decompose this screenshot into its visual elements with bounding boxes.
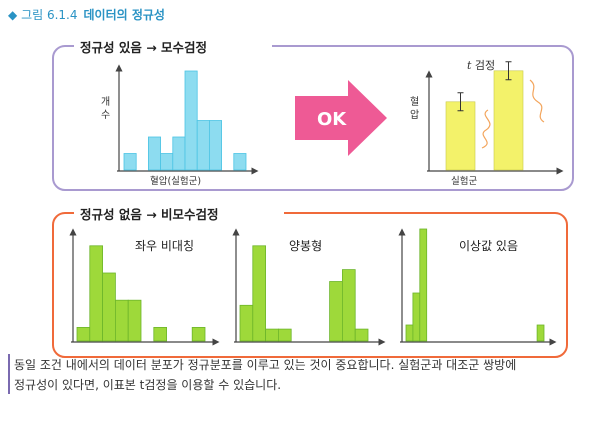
error-bar (505, 61, 512, 81)
caption-line-1: 동일 조건 내에서의 데이터 분포가 정규분포를 이루고 있는 것이 중요합니다… (14, 358, 517, 372)
bimodal-bar (341, 269, 356, 342)
outlier-bar (405, 324, 414, 342)
ok-arrow: OK (295, 80, 387, 156)
bimodal-bar (265, 328, 279, 342)
histogram-xlabel: 혈압(실험군) (150, 175, 201, 187)
t-test-bar (493, 70, 524, 171)
wavy-line-right (529, 79, 545, 123)
top-panel-heading: 정규성 있음 → 모수검정 (80, 40, 207, 55)
skewed-bar (127, 299, 142, 342)
normal-histogram: 개 수 혈압(실험군) (101, 64, 259, 187)
skewed-bar (191, 326, 206, 342)
histogram-bar (196, 120, 210, 171)
outlier-bar (412, 292, 421, 342)
figure-name: 데이터의 정규성 (83, 8, 165, 22)
t-chart-ylabel-1: 혈 (410, 95, 419, 108)
diamond-icon: ◆ (8, 8, 18, 22)
caption-line-2: 정규성이 있다면, 이표본 t검정을 이용할 수 있습니다. (14, 378, 282, 392)
histogram-bar (147, 136, 161, 171)
t-test-chart: t 검정 혈 압 실험군 (410, 59, 564, 187)
t-test-bar (445, 101, 476, 171)
ok-label: OK (317, 109, 347, 130)
bimodal-bar (239, 304, 254, 342)
skewed-label: 좌우 비대칭 (135, 239, 194, 253)
skewed-bar (76, 326, 91, 342)
error-bar (457, 92, 464, 112)
figure-number: 그림 6.1.4 (21, 8, 78, 22)
bottom-panel-heading: 정규성 없음 → 비모수검정 (80, 207, 219, 222)
caption-accent-bar (8, 354, 10, 394)
histogram-bar (184, 70, 198, 171)
histogram-bar (123, 153, 137, 171)
bimodal-bar (354, 328, 369, 342)
skewed-bar (115, 299, 129, 342)
bottom-panel-frame (52, 212, 568, 358)
outlier-bar (536, 324, 545, 342)
histogram-bar (160, 153, 174, 171)
figure-title: ◆ 그림 6.1.4 데이터의 정규성 (8, 6, 165, 23)
histogram-bar (208, 120, 222, 171)
t-chart-xlabel: 실험군 (451, 176, 477, 187)
skewed-bar (153, 326, 168, 342)
t-chart-ylabel-2: 압 (410, 108, 419, 121)
outlier-label: 이상값 있음 (459, 239, 518, 253)
histogram-bar (172, 136, 186, 171)
histogram-bar (233, 153, 247, 171)
wavy-line-left (481, 109, 491, 149)
bimodal-chart: 양봉형 (232, 228, 386, 346)
skewed-chart: 좌우 비대칭 (69, 228, 220, 346)
bimodal-bar (252, 245, 267, 342)
histogram-ylabel-1: 개 (101, 96, 110, 108)
bimodal-bar (329, 281, 343, 342)
bimodal-bar (277, 328, 292, 342)
skewed-bar (102, 272, 116, 342)
skewed-bar (89, 245, 104, 342)
outlier-chart: 이상값 있음 (398, 228, 557, 346)
t-test-title: t 검정 (467, 59, 495, 72)
outlier-bar (419, 228, 428, 342)
top-panel-frame (52, 45, 574, 191)
bimodal-label: 양봉형 (289, 239, 322, 253)
histogram-ylabel-2: 수 (101, 109, 110, 121)
